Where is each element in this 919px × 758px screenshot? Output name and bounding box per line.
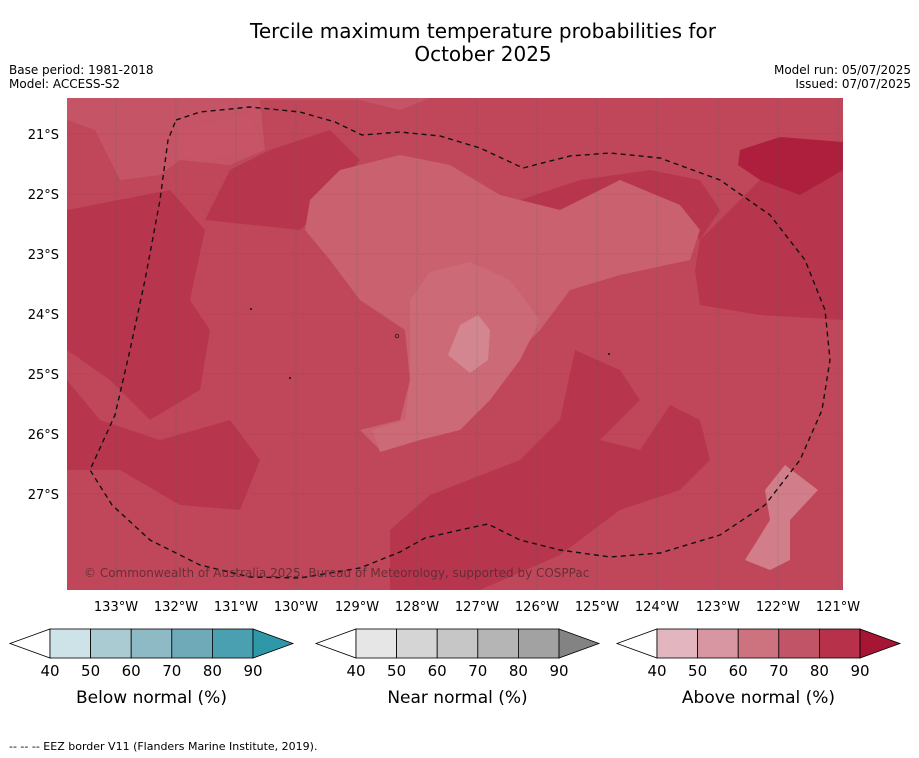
lon-label: 123°W [696, 600, 740, 615]
lon-label: 121°W [816, 600, 860, 615]
meta-left: Base period: 1981-2018 Model: ACCESS-S2 [9, 63, 154, 91]
legend-tick-label: 50 [81, 662, 100, 680]
lat-label: 23°S [28, 248, 59, 263]
legend-color-box [90, 628, 132, 659]
probability-map: © Commonwealth of Australia 2025, Bureau… [8, 98, 902, 708]
legend-tick-label: 80 [509, 662, 528, 680]
legend-extend-high [252, 628, 295, 659]
lat-label: 22°S [28, 188, 59, 203]
model-run-text: Model run: 05/07/2025 [773, 63, 911, 77]
region-darkest-ne [738, 137, 843, 195]
lon-label: 132°W [154, 600, 198, 615]
island-3 [394, 333, 400, 339]
lat-label: 24°S [28, 308, 59, 323]
legend-tick-label: 60 [122, 662, 141, 680]
legend-color-box [697, 628, 739, 659]
chart-title: Tercile maximum temperature probabilitie… [0, 20, 919, 66]
island-4 [608, 353, 610, 355]
legend-tick-label: 40 [647, 662, 666, 680]
model-text: Model: ACCESS-S2 [9, 77, 121, 91]
island-2 [289, 377, 291, 379]
legend-color-box [477, 628, 519, 659]
lat-label: 27°S [28, 488, 59, 503]
meta-right: Model run: 05/07/2025 Issued: 07/07/2025 [774, 63, 911, 91]
lon-axis-labels: 133°W 132°W 131°W 130°W 129°W 128°W 127°… [94, 600, 860, 615]
lon-label: 122°W [756, 600, 800, 615]
region-lightest-core [448, 315, 490, 373]
title-line-2: October 2025 [414, 42, 552, 66]
legend-color-box [778, 628, 820, 659]
lon-label: 126°W [515, 600, 559, 615]
above-normal-legend: 40 50 60 70 80 90 Above normal (%) [615, 628, 902, 708]
lon-label: 125°W [575, 600, 619, 615]
map-field [67, 98, 843, 590]
legend-title: Near normal (%) [387, 688, 527, 708]
lon-label: 131°W [214, 600, 258, 615]
issued-text: Issued: 07/07/2025 [795, 77, 911, 91]
legend-color-box [737, 628, 780, 659]
legend-extend-low [314, 628, 357, 659]
lon-label: 129°W [335, 600, 379, 615]
legend-tick-label: 50 [387, 662, 406, 680]
island-1 [250, 308, 252, 310]
eez-border-note: -- -- -- EEZ border V11 (Flanders Marine… [9, 740, 318, 753]
legend-color-box [656, 628, 698, 659]
legend-color-box [130, 628, 173, 659]
legend-tick-label: 90 [549, 662, 568, 680]
legend-tick-label: 50 [688, 662, 707, 680]
legend-tick-label: 60 [729, 662, 748, 680]
region-light-north [175, 115, 262, 160]
title-line-1: Tercile maximum temperature probabilitie… [250, 19, 716, 43]
legend-extend-high [859, 628, 902, 659]
lat-label: 21°S [28, 128, 59, 143]
lon-label: 127°W [455, 600, 499, 615]
legend-color-box [396, 628, 438, 659]
region-dark-northeast [520, 170, 720, 240]
legend-tick-label: 70 [468, 662, 487, 680]
legend-color-box [211, 628, 254, 659]
legend-tick-label: 90 [243, 662, 262, 680]
legend-extend-high [558, 628, 601, 659]
map-copyright: © Commonwealth of Australia 2025, Bureau… [84, 566, 589, 580]
region-light-southeast [745, 465, 818, 570]
lon-label: 124°W [635, 600, 679, 615]
legend-tick-label: 60 [428, 662, 447, 680]
near-normal-legend: 40 50 60 70 80 90 Near normal (%) [314, 628, 601, 708]
legends: 40 50 60 70 80 90 Below normal (%) 40 50 60 70 80 90… [8, 628, 902, 708]
legend-tick-label: 70 [162, 662, 181, 680]
lon-label: 130°W [274, 600, 318, 615]
legend-color-box [436, 628, 479, 659]
region-dark-west-lower [67, 380, 260, 510]
legend-extend-low [8, 628, 51, 659]
legend-color-box [518, 628, 560, 659]
legend-color-box [171, 628, 213, 659]
lat-label: 25°S [28, 368, 59, 383]
legend-tick-label: 90 [850, 662, 869, 680]
legend-extend-low [615, 628, 658, 659]
lon-label: 128°W [395, 600, 439, 615]
legend-color-box [49, 628, 91, 659]
lat-axis-labels: 21°S 22°S 23°S 24°S 25°S 26°S 27°S [28, 128, 59, 503]
region-dark-east [695, 170, 843, 320]
legend-title: Below normal (%) [76, 688, 227, 708]
base-period-text: Base period: 1981-2018 [9, 63, 154, 77]
region-dark-west [67, 190, 210, 420]
legend-tick-label: 80 [203, 662, 222, 680]
legend-tick-label: 80 [810, 662, 829, 680]
eez-border [89, 106, 831, 579]
region-dark-center-south [390, 350, 710, 590]
below-normal-legend: 40 50 60 70 80 90 Below normal (%) [8, 628, 295, 708]
legend-tick-label: 40 [40, 662, 59, 680]
legend-color-box [819, 628, 861, 659]
islands [250, 308, 610, 379]
legend-tick-label: 40 [346, 662, 365, 680]
lat-label: 26°S [28, 428, 59, 443]
legend-tick-label: 70 [769, 662, 788, 680]
lon-label: 133°W [94, 600, 138, 615]
legend-title: Above normal (%) [682, 688, 835, 708]
legend-color-box [355, 628, 397, 659]
